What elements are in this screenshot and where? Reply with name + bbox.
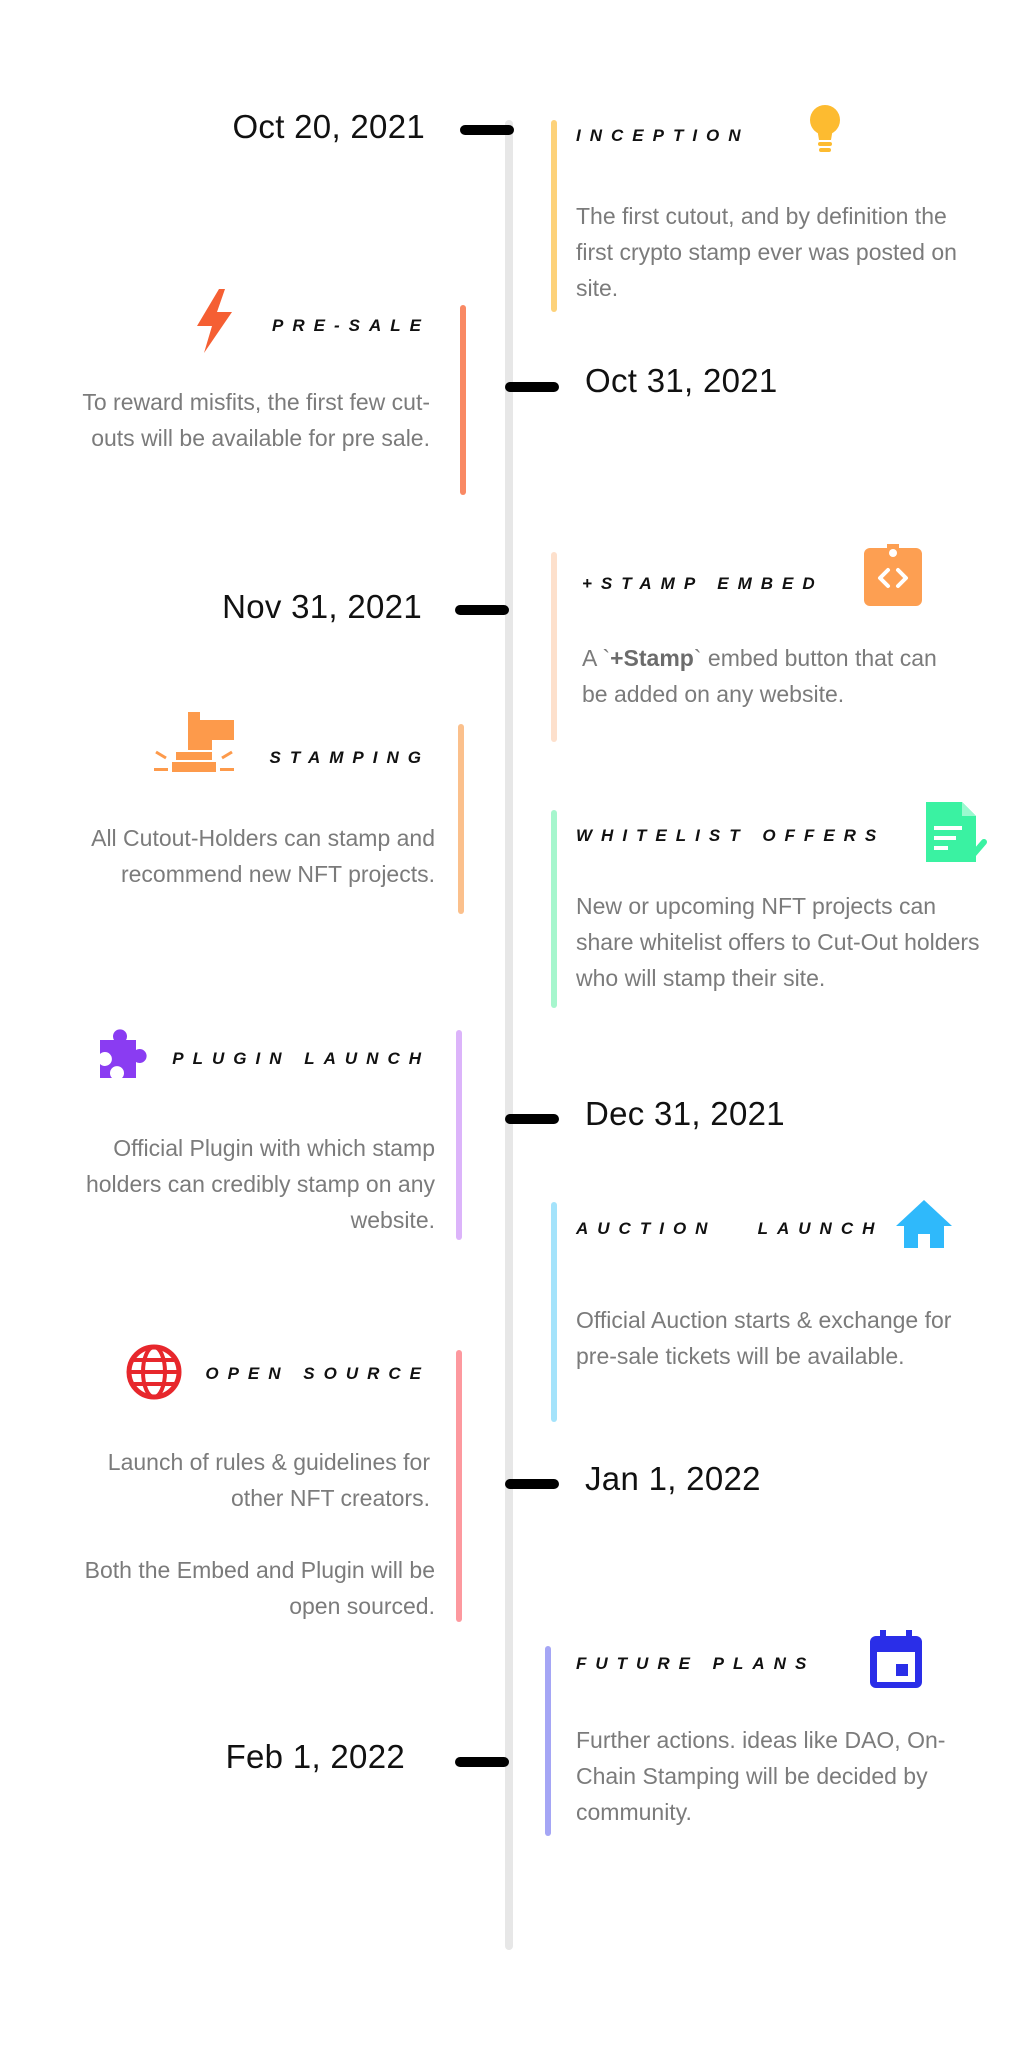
inception-description: The first cutout, and by definition the … (576, 203, 957, 301)
auction-launch-bar (551, 1202, 557, 1422)
stamp-embed-bar (551, 552, 557, 742)
timeline-tick (505, 1479, 559, 1489)
future-plans-title: FUTURE PLANS (576, 1654, 816, 1673)
auction-launch-title: AUCTION LAUNCH (576, 1219, 884, 1238)
timeline-spine (505, 120, 513, 1950)
future-plans-bar (545, 1646, 551, 1836)
stamp-embed-title: +STAMP EMBED (582, 574, 824, 593)
stamping-title: STAMPING (269, 748, 430, 767)
whitelist-description: New or upcoming NFT projects can share w… (576, 893, 980, 991)
code-embed-icon (864, 542, 922, 606)
lightbulb-icon (808, 104, 842, 156)
timeline-tick (505, 382, 559, 392)
timeline-tick (455, 1757, 509, 1767)
plugin-launch-bar (456, 1030, 462, 1240)
date-oct-20: Oct 20, 2021 (232, 108, 425, 145)
auction-launch-description: Official Auction starts & exchange for p… (576, 1307, 952, 1369)
future-plans-description: Further actions. ideas like DAO, On-Chai… (576, 1727, 946, 1825)
stamping-description: All Cutout-Holders can stamp and recomme… (91, 825, 435, 887)
plugin-launch-description: Official Plugin with which stamp holders… (85, 1135, 435, 1233)
open-source-description: Launch of rules & guidelines for other N… (107, 1449, 430, 1511)
open-source-description-2: Both the Embed and Plugin will be open s… (84, 1557, 435, 1619)
date-oct-31: Oct 31, 2021 (585, 362, 778, 399)
calendar-icon (868, 1630, 924, 1690)
timeline-tick (455, 605, 509, 615)
pre-sale-bar (460, 305, 466, 495)
globe-icon (126, 1344, 182, 1400)
stamp-icon (150, 710, 238, 774)
timeline-tick (460, 125, 514, 135)
whitelist-bar (551, 810, 557, 1008)
puzzle-icon (96, 1026, 150, 1080)
whitelist-title: WHITELIST OFFERS (576, 826, 886, 845)
stamping-bar (458, 724, 464, 914)
inception-title: INCEPTION (576, 126, 750, 145)
plugin-launch-title: PLUGIN LAUNCH (172, 1049, 430, 1068)
timeline-tick (505, 1114, 559, 1124)
document-check-icon (924, 800, 988, 864)
open-source-title: OPEN SOURCE (205, 1364, 430, 1383)
inception-bar (551, 120, 557, 312)
open-source-bar (456, 1350, 462, 1622)
pre-sale-title: PRE-SALE (272, 316, 430, 335)
lightning-icon (194, 288, 234, 354)
date-feb-1: Feb 1, 2022 (225, 1738, 405, 1775)
stamp-embed-description: A `+Stamp` embed button that can be adde… (582, 645, 937, 707)
date-nov-31: Nov 31, 2021 (222, 588, 422, 625)
pre-sale-description: To reward misfits, the first few cut-out… (82, 389, 430, 451)
date-jan-1: Jan 1, 2022 (585, 1460, 761, 1497)
home-icon (894, 1198, 954, 1250)
date-dec-31: Dec 31, 2021 (585, 1095, 785, 1132)
